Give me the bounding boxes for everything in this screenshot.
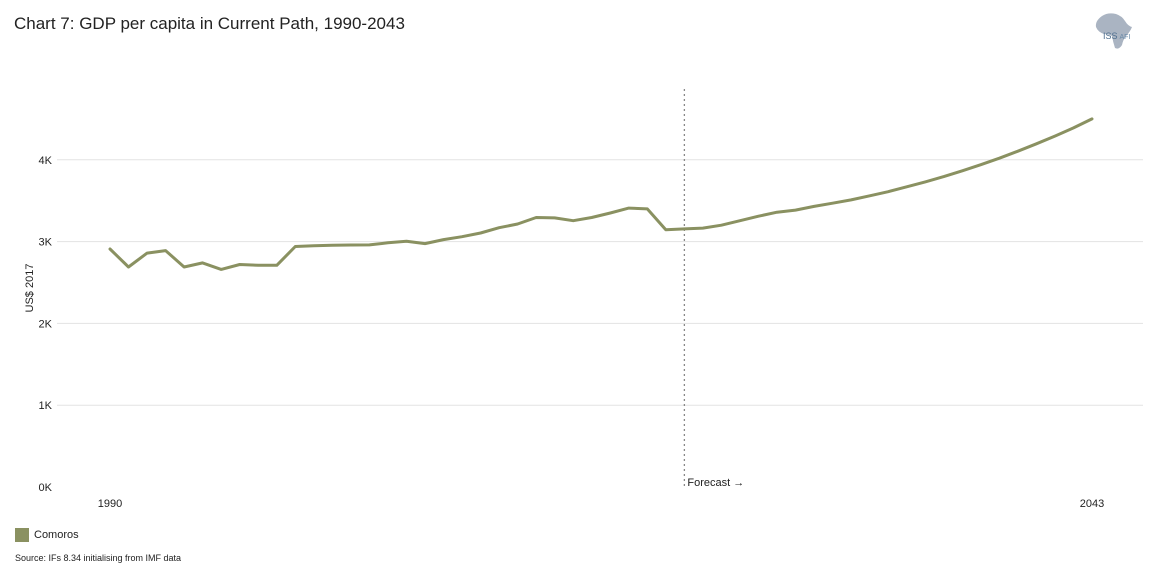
legend-swatch: [15, 528, 29, 542]
y-tick-label: 0K: [39, 482, 53, 494]
chart-title: Chart 7: GDP per capita in Current Path,…: [14, 14, 405, 33]
africa-map-icon: [1095, 13, 1132, 49]
x-tick-label: 1990: [98, 498, 122, 510]
y-tick-label: 3K: [39, 237, 53, 249]
logo-text: ISS AFI: [1103, 31, 1131, 41]
legend: Comoros: [15, 528, 79, 542]
source-note: Source: IFs 8.34 initialising from IMF d…: [15, 553, 182, 563]
y-tick-label: 2K: [39, 318, 53, 330]
series-line-comoros: [108, 117, 1094, 271]
y-axis-label: US$ 2017: [24, 264, 36, 313]
y-tick-label: 4K: [39, 155, 53, 167]
x-tick-label: 2043: [1080, 498, 1104, 510]
legend-label: Comoros: [34, 529, 79, 541]
forecast-label: Forecast →: [687, 477, 744, 489]
y-tick-label: 1K: [39, 400, 53, 412]
